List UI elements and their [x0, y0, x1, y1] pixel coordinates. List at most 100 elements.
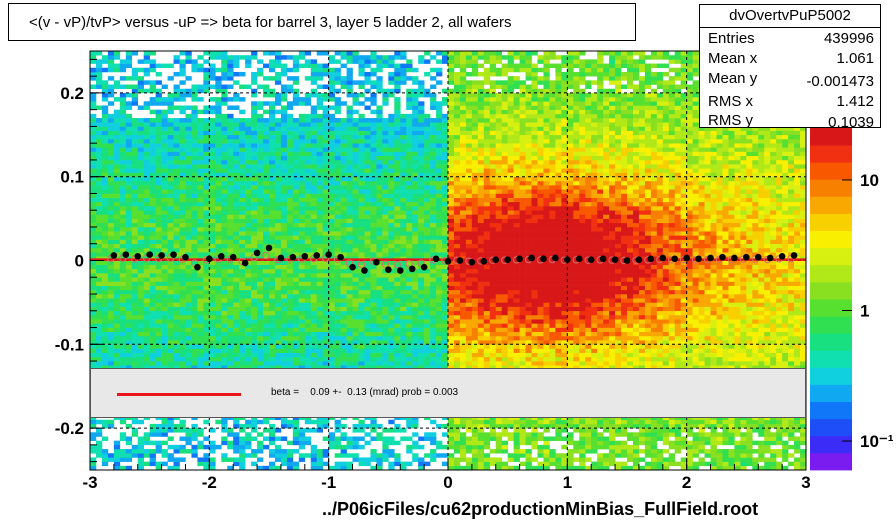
heatmap-cell: [221, 252, 228, 257]
heatmap-cell: [90, 327, 97, 333]
heatmap-cell: [298, 436, 306, 441]
heatmap-cell: [334, 264, 341, 270]
heatmap-cell: [179, 180, 186, 186]
heatmap-cell: [209, 231, 216, 236]
heatmap-cell: [245, 302, 252, 307]
heatmap-cell: [388, 59, 395, 64]
heatmap-cell: [131, 306, 139, 312]
heatmap-cell: [131, 335, 139, 341]
heatmap-cell: [95, 428, 103, 433]
heatmap-cell: [215, 118, 222, 123]
heatmap-cell: [280, 298, 288, 303]
heatmap-cell: [388, 214, 395, 219]
heatmap-cell: [125, 327, 133, 333]
heatmap-cell: [173, 365, 180, 370]
heatmap-cell: [203, 80, 210, 85]
heatmap-cell: [149, 327, 156, 333]
heatmap-cell: [394, 122, 401, 127]
heatmap-cell: [179, 243, 186, 249]
heatmap-cell: [239, 109, 246, 115]
heatmap-cell: [346, 356, 353, 362]
heatmap-cell: [245, 243, 252, 249]
heatmap-cell: [155, 231, 162, 236]
heatmap-cell: [251, 92, 258, 98]
heatmap-cell: [382, 356, 389, 362]
heatmap-cell: [358, 327, 365, 333]
heatmap-cell: [292, 130, 300, 136]
heatmap-cell: [143, 235, 150, 240]
heatmap-cell: [185, 268, 192, 274]
heatmap-cell: [406, 210, 413, 215]
heatmap-cell: [370, 428, 377, 433]
heatmap-cell: [125, 449, 133, 454]
heatmap-cell: [364, 365, 371, 370]
heatmap-cell: [251, 289, 258, 295]
heatmap-cell: [227, 176, 234, 182]
heatmap-cell: [388, 159, 395, 165]
heatmap-cell: [143, 281, 150, 286]
heatmap-cell: [95, 344, 103, 349]
heatmap-cell: [257, 168, 264, 173]
heatmap-cell: [269, 159, 276, 165]
heatmap-cell: [203, 365, 210, 370]
heatmap-cell: [107, 239, 115, 245]
heatmap-cell: [376, 239, 383, 245]
heatmap-cell: [215, 126, 222, 131]
heatmap-cell: [143, 277, 150, 282]
heatmap-cell: [215, 231, 222, 236]
heatmap-cell: [328, 97, 335, 102]
heatmap-cell: [340, 323, 347, 328]
heatmap-cell: [316, 201, 323, 207]
heatmap-cell: [161, 176, 168, 182]
heatmap-cell: [90, 214, 97, 219]
heatmap-cell: [406, 281, 413, 286]
heatmap-cell: [215, 247, 222, 253]
heatmap-cell: [251, 193, 258, 198]
heatmap-cell: [424, 247, 431, 253]
heatmap-cell: [185, 243, 192, 249]
heatmap-cell: [382, 361, 389, 366]
heatmap-cell: [197, 314, 204, 320]
heatmap-cell: [185, 356, 192, 362]
heatmap-cell: [328, 432, 335, 437]
heatmap-cell: [328, 323, 335, 328]
heatmap-cell: [406, 201, 413, 207]
heatmap-cell: [394, 273, 401, 278]
heatmap-cell: [215, 105, 222, 110]
heatmap-cell: [310, 201, 318, 207]
heatmap-cell: [113, 155, 121, 161]
heatmap-cell: [155, 285, 162, 291]
heatmap-cell: [382, 323, 389, 328]
heatmap-cell: [400, 214, 407, 219]
heatmap-cell: [280, 356, 288, 362]
heatmap-cell: [155, 331, 162, 337]
heatmap-cell: [233, 352, 240, 358]
heatmap-cell: [107, 306, 115, 312]
heatmap-cell: [137, 206, 144, 211]
heatmap-cell: [95, 210, 103, 215]
heatmap-cell: [424, 138, 431, 144]
heatmap-cell: [263, 189, 270, 194]
heatmap-cell: [227, 314, 234, 320]
heatmap-cell: [101, 285, 109, 291]
heatmap-cell: [304, 323, 312, 328]
heatmap-cell: [412, 159, 419, 165]
heatmap-cell: [364, 138, 371, 144]
heatmap-cell: [143, 285, 150, 291]
heatmap-cell: [221, 113, 228, 119]
heatmap-cell: [179, 88, 186, 94]
heatmap-cell: [101, 289, 109, 295]
heatmap-cell: [430, 235, 437, 240]
heatmap-cell: [107, 356, 115, 362]
heatmap-cell: [298, 327, 306, 333]
heatmap-cell: [185, 226, 192, 232]
heatmap-cell: [191, 193, 198, 198]
heatmap-cell: [430, 348, 437, 353]
heatmap-cell: [352, 222, 359, 228]
heatmap-cell: [125, 206, 133, 211]
heatmap-cell: [352, 306, 359, 312]
heatmap-cell: [251, 319, 258, 324]
heatmap-cell: [322, 331, 329, 337]
heatmap-cell: [107, 226, 115, 232]
heatmap-cell: [245, 419, 252, 425]
